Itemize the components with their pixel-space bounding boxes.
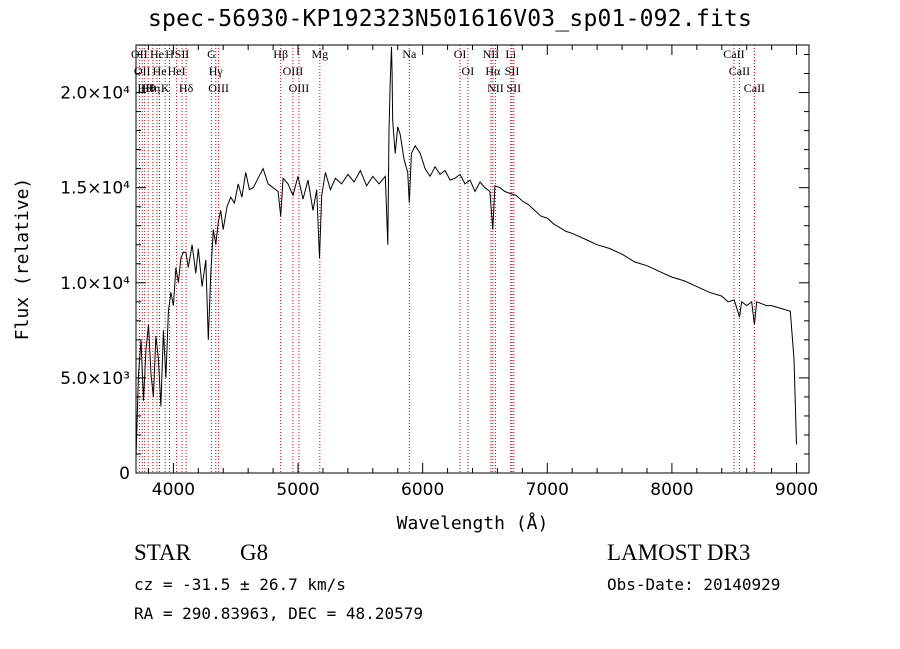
x-tick-label: 5000 (276, 480, 319, 500)
line-marker-label: Li (505, 47, 516, 61)
observation-date: Obs-Date: 20140929 (607, 575, 781, 594)
line-marker-label: Hδ (179, 81, 194, 95)
line-marker-label: K (161, 81, 170, 95)
line-marker-label: NII (483, 47, 500, 61)
line-marker-label: He (150, 47, 164, 61)
line-marker-label: Na (402, 47, 417, 61)
line-marker-label: Hθ (141, 81, 156, 95)
line-marker-label: OII (134, 64, 151, 78)
line-marker-label: CaII (744, 81, 765, 95)
line-marker-label: Mg (311, 47, 328, 61)
line-marker-label: NII (487, 81, 504, 95)
line-marker-label: OIII (283, 64, 304, 78)
line-marker-label: OI (462, 64, 475, 78)
line-marker-label: Hα (485, 64, 501, 78)
x-tick-label: 4000 (152, 480, 195, 500)
line-marker-label: H (165, 47, 174, 61)
redshift-velocity: cz = -31.5 ± 26.7 km/s (134, 575, 346, 594)
line-marker-label: He (153, 64, 167, 78)
object-class: STAR (134, 540, 191, 565)
coordinates: RA = 290.83963, DEC = 48.20579 (134, 604, 423, 623)
survey-name: LAMOST DR3 (607, 540, 751, 565)
y-axis: 0 5.0×10³ 1.0×10⁴ 1.5×10⁴ 2.0×10⁴ (60, 54, 809, 484)
x-tick-label: 6000 (401, 480, 444, 500)
y-tick-label: 5.0×10³ (60, 369, 130, 389)
line-marker-label: Hθ (138, 81, 153, 95)
line-markers (138, 45, 755, 473)
y-tick-label: 0 (119, 464, 130, 484)
y-axis-label: Flux (relative) (12, 178, 33, 341)
line-marker-label: Hβ (273, 47, 288, 61)
y-tick-label: 1.0×10⁴ (60, 274, 130, 294)
y-tick-label: 2.0×10⁴ (60, 84, 130, 104)
line-marker-label: OI (454, 47, 467, 61)
line-marker-label: Hη (145, 81, 160, 95)
object-subclass: G8 (240, 540, 269, 565)
spectrum-line (135, 46, 797, 458)
line-marker-label: CaII (723, 47, 744, 61)
line-marker-label: SII (506, 81, 521, 95)
spectrum-plot: OIIOIIHθHθHηHeHeKHHeISIIHδGHγOIIIHβOIIIO… (12, 44, 818, 534)
plot-frame (135, 44, 810, 474)
x-axis-label: Wavelength (Å) (397, 512, 549, 534)
x-tick-label: 9000 (775, 480, 818, 500)
x-tick-label: 7000 (526, 480, 569, 500)
line-marker-label: OIII (208, 81, 229, 95)
line-marker-label: SII (505, 64, 520, 78)
line-marker-label: Hγ (209, 64, 224, 78)
line-marker-labels: OIIOIIHθHθHηHeHeKHHeISIIHδGHγOIIIHβOIIIO… (131, 47, 765, 95)
x-tick-label: 8000 (650, 480, 693, 500)
x-axis: 4000 5000 6000 7000 8000 9000 (147, 45, 818, 500)
line-marker-label: OII (131, 47, 148, 61)
line-marker-label: CaII (729, 64, 750, 78)
chart-title: spec-56930-KP192323N501616V03_sp01-092.f… (147, 6, 753, 32)
y-tick-label: 1.5×10⁴ (60, 179, 130, 199)
line-marker-label: SII (175, 47, 190, 61)
line-marker-label: HeI (168, 64, 186, 78)
line-marker-label: OIII (289, 81, 310, 95)
line-marker-label: G (207, 47, 216, 61)
